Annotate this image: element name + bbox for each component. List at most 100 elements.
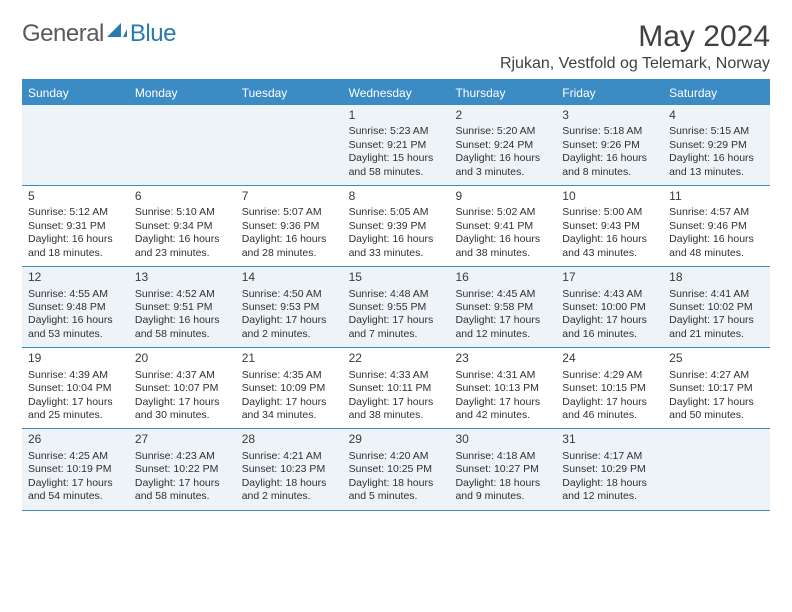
calendar-row: 1Sunrise: 5:23 AMSunset: 9:21 PMDaylight… (22, 105, 770, 186)
sunset-text: Sunset: 9:26 PM (562, 139, 657, 152)
day-number: 28 (242, 432, 337, 447)
month-title: May 2024 (500, 20, 770, 53)
calendar-cell: 21Sunrise: 4:35 AMSunset: 10:09 PMDaylig… (236, 348, 343, 428)
daylight-text: Daylight: 16 hours and 3 minutes. (455, 152, 550, 179)
sunrise-text: Sunrise: 4:31 AM (455, 369, 550, 382)
daylight-text: Daylight: 17 hours and 46 minutes. (562, 396, 657, 423)
day-number: 18 (669, 270, 764, 285)
sunrise-text: Sunrise: 5:23 AM (349, 125, 444, 138)
calendar-cell: 30Sunrise: 4:18 AMSunset: 10:27 PMDaylig… (449, 429, 556, 509)
daylight-text: Daylight: 15 hours and 58 minutes. (349, 152, 444, 179)
daylight-text: Daylight: 17 hours and 58 minutes. (135, 477, 230, 504)
sunrise-text: Sunrise: 4:27 AM (669, 369, 764, 382)
sunset-text: Sunset: 10:04 PM (28, 382, 123, 395)
brand-logo: General Blue (22, 20, 176, 48)
sunrise-text: Sunrise: 4:18 AM (455, 450, 550, 463)
day-number: 4 (669, 108, 764, 123)
brand-word-2: Blue (130, 20, 176, 48)
daylight-text: Daylight: 17 hours and 50 minutes. (669, 396, 764, 423)
day-number: 26 (28, 432, 123, 447)
calendar-cell: 25Sunrise: 4:27 AMSunset: 10:17 PMDaylig… (663, 348, 770, 428)
calendar-cell: 31Sunrise: 4:17 AMSunset: 10:29 PMDaylig… (556, 429, 663, 509)
day-header: Sunday (22, 81, 129, 105)
sunrise-text: Sunrise: 4:52 AM (135, 288, 230, 301)
calendar-cell: 24Sunrise: 4:29 AMSunset: 10:15 PMDaylig… (556, 348, 663, 428)
day-number: 25 (669, 351, 764, 366)
calendar-cell (236, 105, 343, 185)
calendar-cell: 7Sunrise: 5:07 AMSunset: 9:36 PMDaylight… (236, 186, 343, 266)
daylight-text: Daylight: 16 hours and 43 minutes. (562, 233, 657, 260)
day-number: 14 (242, 270, 337, 285)
sunrise-text: Sunrise: 5:12 AM (28, 206, 123, 219)
sunrise-text: Sunrise: 5:02 AM (455, 206, 550, 219)
day-number: 13 (135, 270, 230, 285)
daylight-text: Daylight: 17 hours and 54 minutes. (28, 477, 123, 504)
day-number: 5 (28, 189, 123, 204)
daylight-text: Daylight: 16 hours and 28 minutes. (242, 233, 337, 260)
day-number: 31 (562, 432, 657, 447)
sunrise-text: Sunrise: 4:21 AM (242, 450, 337, 463)
day-number: 27 (135, 432, 230, 447)
day-header: Monday (129, 81, 236, 105)
daylight-text: Daylight: 17 hours and 2 minutes. (242, 314, 337, 341)
calendar-row: 26Sunrise: 4:25 AMSunset: 10:19 PMDaylig… (22, 429, 770, 510)
sunset-text: Sunset: 9:21 PM (349, 139, 444, 152)
daylight-text: Daylight: 17 hours and 21 minutes. (669, 314, 764, 341)
sunrise-text: Sunrise: 4:50 AM (242, 288, 337, 301)
calendar-cell: 20Sunrise: 4:37 AMSunset: 10:07 PMDaylig… (129, 348, 236, 428)
daylight-text: Daylight: 17 hours and 34 minutes. (242, 396, 337, 423)
day-number: 19 (28, 351, 123, 366)
sunset-text: Sunset: 10:25 PM (349, 463, 444, 476)
sail-icon (107, 18, 127, 46)
sunset-text: Sunset: 9:31 PM (28, 220, 123, 233)
sunrise-text: Sunrise: 4:33 AM (349, 369, 444, 382)
calendar-cell: 12Sunrise: 4:55 AMSunset: 9:48 PMDayligh… (22, 267, 129, 347)
calendar-cell: 13Sunrise: 4:52 AMSunset: 9:51 PMDayligh… (129, 267, 236, 347)
calendar-cell: 16Sunrise: 4:45 AMSunset: 9:58 PMDayligh… (449, 267, 556, 347)
calendar-cell: 1 Sunrise: 5:23 AMSunset: 9:21 PMDaylight… (343, 105, 450, 185)
calendar-cell (663, 429, 770, 509)
calendar-cell: 5Sunrise: 5:12 AMSunset: 9:31 PMDaylight… (22, 186, 129, 266)
day-number: 20 (135, 351, 230, 366)
daylight-text: Daylight: 16 hours and 53 minutes. (28, 314, 123, 341)
day-header: Thursday (449, 81, 556, 105)
calendar-cell: 28Sunrise: 4:21 AMSunset: 10:23 PMDaylig… (236, 429, 343, 509)
calendar-header-row: Sunday Monday Tuesday Wednesday Thursday… (22, 81, 770, 105)
sunset-text: Sunset: 9:24 PM (455, 139, 550, 152)
sunrise-text: Sunrise: 5:00 AM (562, 206, 657, 219)
sunset-text: Sunset: 9:39 PM (349, 220, 444, 233)
day-number: 11 (669, 189, 764, 204)
location-text: Rjukan, Vestfold og Telemark, Norway (500, 55, 770, 73)
day-number: 1 (349, 108, 444, 123)
calendar-page: General Blue May 2024 Rjukan, Vestfold o… (0, 0, 792, 511)
sunrise-text: Sunrise: 5:07 AM (242, 206, 337, 219)
day-number: 3 (562, 108, 657, 123)
sunset-text: Sunset: 9:36 PM (242, 220, 337, 233)
sunrise-text: Sunrise: 5:05 AM (349, 206, 444, 219)
daylight-text: Daylight: 16 hours and 8 minutes. (562, 152, 657, 179)
sunset-text: Sunset: 10:19 PM (28, 463, 123, 476)
sunrise-text: Sunrise: 5:15 AM (669, 125, 764, 138)
sunrise-text: Sunrise: 4:57 AM (669, 206, 764, 219)
sunset-text: Sunset: 9:46 PM (669, 220, 764, 233)
calendar-cell: 23Sunrise: 4:31 AMSunset: 10:13 PMDaylig… (449, 348, 556, 428)
sunrise-text: Sunrise: 4:35 AM (242, 369, 337, 382)
day-number: 30 (455, 432, 550, 447)
sunrise-text: Sunrise: 4:41 AM (669, 288, 764, 301)
sunrise-text: Sunrise: 5:18 AM (562, 125, 657, 138)
sunset-text: Sunset: 9:58 PM (455, 301, 550, 314)
day-number: 2 (455, 108, 550, 123)
day-number: 9 (455, 189, 550, 204)
calendar-cell: 18Sunrise: 4:41 AMSunset: 10:02 PMDaylig… (663, 267, 770, 347)
calendar-cell: 29Sunrise: 4:20 AMSunset: 10:25 PMDaylig… (343, 429, 450, 509)
calendar-body: 1Sunrise: 5:23 AMSunset: 9:21 PMDaylight… (22, 105, 770, 511)
title-block: May 2024 Rjukan, Vestfold og Telemark, N… (500, 20, 770, 73)
calendar-cell: 15Sunrise: 4:48 AMSunset: 9:55 PMDayligh… (343, 267, 450, 347)
sunset-text: Sunset: 10:09 PM (242, 382, 337, 395)
calendar-cell: 27Sunrise: 4:23 AMSunset: 10:22 PMDaylig… (129, 429, 236, 509)
sunrise-text: Sunrise: 4:17 AM (562, 450, 657, 463)
sunset-text: Sunset: 10:23 PM (242, 463, 337, 476)
daylight-text: Daylight: 17 hours and 42 minutes. (455, 396, 550, 423)
day-number: 15 (349, 270, 444, 285)
sunset-text: Sunset: 10:13 PM (455, 382, 550, 395)
